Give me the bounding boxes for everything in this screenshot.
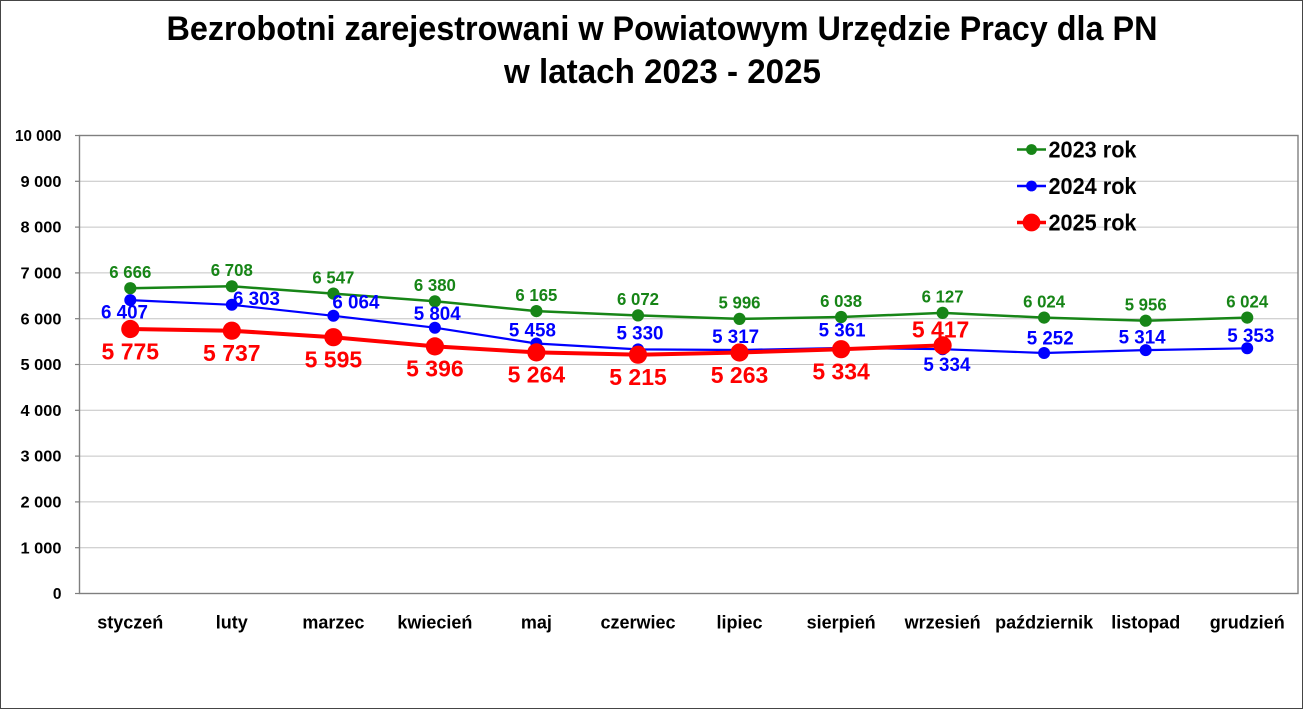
svg-text:7 000: 7 000 (21, 266, 62, 283)
svg-text:luty: luty (216, 612, 248, 632)
svg-text:5 353: 5 353 (1227, 326, 1274, 347)
svg-text:5 775: 5 775 (102, 338, 160, 364)
svg-text:6 024: 6 024 (1226, 291, 1268, 311)
svg-text:kwiecień: kwiecień (397, 612, 472, 632)
svg-text:listopad: listopad (1111, 612, 1180, 632)
svg-text:6 547: 6 547 (312, 267, 354, 287)
svg-text:6 038: 6 038 (820, 291, 862, 311)
svg-text:5 000: 5 000 (21, 357, 62, 374)
svg-text:6 708: 6 708 (211, 260, 253, 280)
svg-text:6 303: 6 303 (233, 289, 280, 310)
svg-text:5 215: 5 215 (609, 364, 667, 390)
svg-text:3 000: 3 000 (21, 449, 62, 466)
svg-text:5 737: 5 737 (203, 340, 261, 366)
svg-text:5 458: 5 458 (509, 321, 556, 342)
svg-text:styczeń: styczeń (97, 612, 163, 632)
svg-text:1 000: 1 000 (21, 540, 62, 557)
svg-text:5 334: 5 334 (812, 359, 870, 385)
svg-text:6 407: 6 407 (101, 302, 148, 323)
svg-text:maj: maj (521, 612, 552, 632)
svg-text:wrzesień: wrzesień (904, 612, 981, 632)
svg-text:grudzień: grudzień (1210, 612, 1285, 632)
svg-text:6 072: 6 072 (617, 289, 659, 309)
svg-text:5 417: 5 417 (912, 316, 970, 342)
svg-text:sierpień: sierpień (807, 612, 876, 632)
svg-text:9 000: 9 000 (21, 174, 62, 191)
svg-text:6 024: 6 024 (1023, 291, 1065, 311)
svg-text:0: 0 (53, 586, 62, 603)
svg-text:Bezrobotni zarejestrowani w Po: Bezrobotni zarejestrowani w Powiatowym U… (167, 10, 1158, 48)
svg-text:5 252: 5 252 (1027, 329, 1074, 350)
svg-text:marzec: marzec (302, 612, 364, 632)
svg-text:5 330: 5 330 (617, 323, 664, 344)
svg-text:2023 rok: 2023 rok (1049, 136, 1137, 162)
svg-text:czerwiec: czerwiec (600, 612, 675, 632)
svg-text:2 000: 2 000 (21, 495, 62, 512)
svg-text:5 804: 5 804 (414, 304, 461, 325)
svg-text:5 396: 5 396 (406, 356, 464, 382)
svg-text:5 264: 5 264 (508, 362, 566, 388)
svg-text:6 380: 6 380 (414, 275, 456, 295)
svg-text:2025 rok: 2025 rok (1049, 209, 1137, 235)
svg-text:w latach 2023 - 2025: w latach 2023 - 2025 (503, 53, 821, 91)
svg-text:lipiec: lipiec (716, 612, 762, 632)
svg-text:4 000: 4 000 (21, 403, 62, 420)
svg-text:5 595: 5 595 (305, 347, 363, 373)
svg-text:5 996: 5 996 (719, 293, 761, 313)
svg-text:6 165: 6 165 (515, 285, 557, 305)
svg-text:5 314: 5 314 (1119, 328, 1166, 349)
svg-text:2024 rok: 2024 rok (1049, 173, 1137, 199)
svg-text:5 334: 5 334 (923, 355, 970, 376)
svg-text:5 956: 5 956 (1125, 295, 1167, 315)
svg-text:8 000: 8 000 (21, 220, 62, 237)
svg-text:6 000: 6 000 (21, 311, 62, 328)
svg-text:październik: październik (995, 612, 1094, 632)
svg-text:5 263: 5 263 (711, 362, 769, 388)
svg-text:6 064: 6 064 (332, 293, 379, 314)
svg-text:5 361: 5 361 (819, 320, 866, 341)
svg-text:6 666: 6 666 (109, 262, 151, 282)
svg-text:10 000: 10 000 (15, 128, 62, 145)
svg-text:6 127: 6 127 (922, 287, 964, 307)
svg-text:5 317: 5 317 (712, 327, 759, 348)
